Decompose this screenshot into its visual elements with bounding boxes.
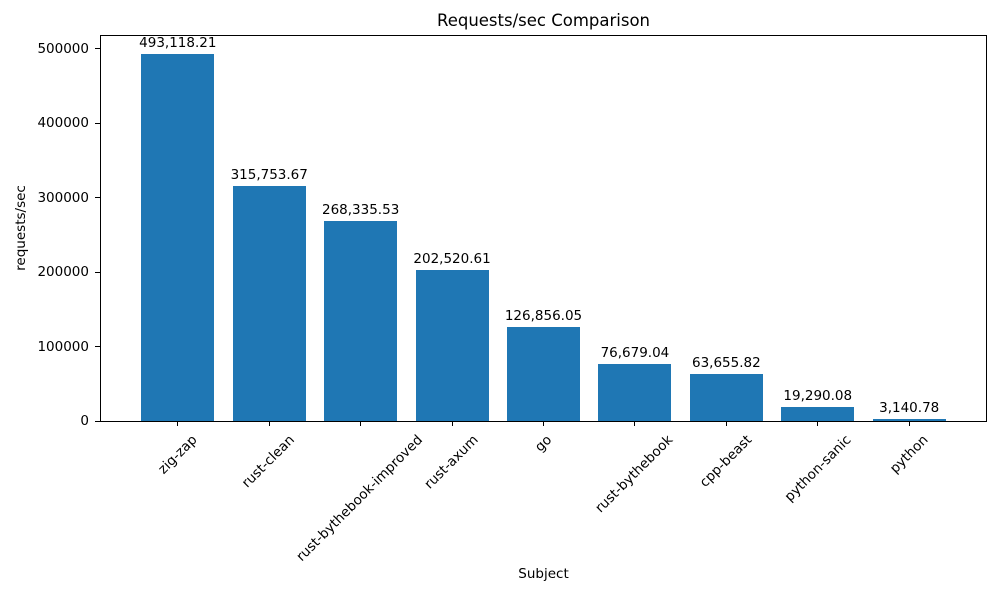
x-tick-label: rust-clean: [239, 432, 299, 492]
x-tick-label: python: [886, 432, 932, 477]
bar: [872, 418, 946, 421]
bar-value-label: 202,520.61: [413, 251, 491, 268]
bar: [781, 406, 855, 421]
x-tick-mark: [177, 422, 179, 426]
y-tick-mark: [95, 197, 100, 199]
bar-value-label: 493,118.21: [139, 34, 217, 51]
y-tick-label: 0: [80, 413, 89, 429]
y-tick-label: 500000: [37, 40, 89, 57]
x-tick-mark: [634, 422, 636, 426]
y-tick-mark: [95, 122, 100, 124]
x-tick-label: python-sanic: [781, 432, 854, 505]
y-tick-label: 300000: [37, 189, 89, 206]
bar-value-label: 3,140.78: [879, 399, 940, 416]
y-tick-mark: [95, 48, 100, 50]
x-tick-mark: [543, 422, 544, 426]
x-tick-mark: [817, 422, 819, 426]
bar: [506, 326, 581, 421]
x-tick-label: cpp-beast: [696, 432, 756, 491]
bar-value-label: 126,856.05: [504, 307, 583, 324]
x-tick-mark: [268, 422, 270, 426]
x-tick-mark: [908, 422, 910, 426]
x-tick-label: go: [531, 432, 555, 456]
chart-title: Requests/sec Comparison: [436, 11, 651, 30]
bar-value-label: 315,753.67: [230, 166, 308, 183]
x-tick-label: rust-axum: [421, 432, 483, 493]
x-tick-mark: [360, 422, 362, 426]
x-tick-label: zig-zap: [154, 432, 201, 478]
bar-value-label: 76,679.04: [600, 344, 670, 361]
x-tick-label: rust-bythebook: [592, 432, 677, 517]
bar-value-label: 19,290.08: [783, 387, 853, 404]
y-tick-mark: [95, 271, 100, 273]
bar-value-label: 63,655.82: [691, 354, 761, 371]
x-tick-mark: [725, 422, 727, 426]
bar-value-label: 268,335.53: [321, 202, 400, 219]
y-tick-mark: [95, 420, 100, 422]
bar: [141, 53, 215, 421]
x-tick-mark: [451, 422, 453, 426]
plot-area: 0 100000 200000 300000 400000 500000 493,118.2…: [37, 34, 987, 565]
bar: [415, 270, 489, 421]
bar: [232, 185, 306, 421]
x-tick-label: rust-bythebook-improved: [293, 432, 427, 565]
y-tick-mark: [95, 346, 100, 348]
bar: [324, 221, 398, 421]
bar: [689, 373, 763, 421]
y-tick-label: 100000: [37, 338, 89, 355]
bar: [598, 363, 672, 421]
y-tick-label: 200000: [37, 264, 89, 281]
x-axis-label: Subject: [518, 566, 569, 582]
y-tick-label: 400000: [37, 115, 89, 132]
